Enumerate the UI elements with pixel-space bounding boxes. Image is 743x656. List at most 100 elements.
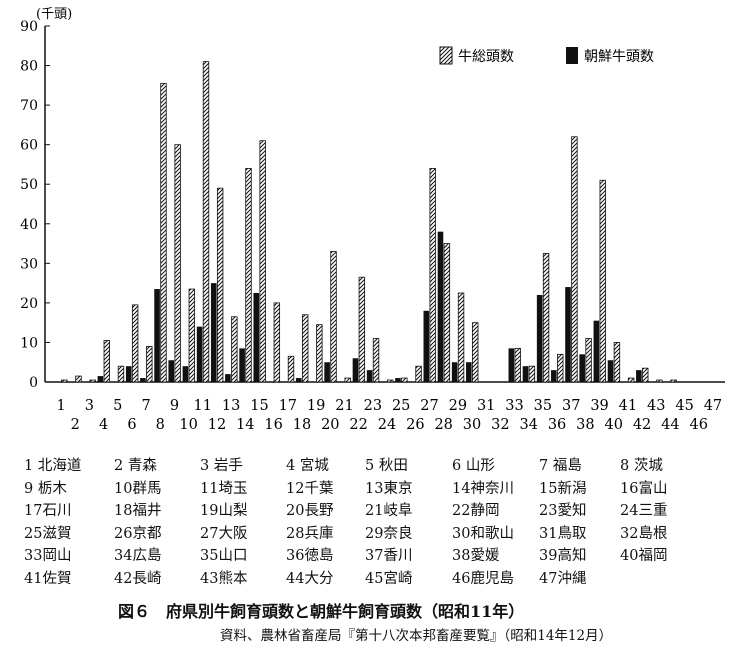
x-tick-label: 35 [534, 398, 552, 414]
x-tick-label: 22 [349, 417, 367, 433]
bar-korean-cattle [593, 320, 600, 382]
bar-total-cattle [599, 179, 606, 383]
x-tick-label: 33 [505, 398, 523, 414]
bar-korean-cattle [125, 366, 132, 382]
bar-total-cattle [146, 345, 153, 383]
x-tick-label: 18 [293, 417, 311, 433]
bar-korean-cattle [352, 358, 359, 382]
prefecture-key-item: 45宮崎 [365, 570, 413, 587]
bar-total-cattle [670, 379, 677, 383]
bar-total-cattle [316, 324, 323, 383]
x-tick-label: 28 [434, 417, 452, 433]
bar-total-cattle [344, 377, 351, 383]
bar-korean-cattle [97, 376, 104, 382]
x-tick-label: 5 [113, 398, 122, 414]
prefecture-key-item: 47沖縄 [539, 570, 587, 587]
prefecture-key-item: 40福岡 [620, 548, 668, 564]
y-tick-label: 30 [20, 256, 38, 272]
x-tick-label: 4 [99, 417, 108, 433]
x-tick-label: 47 [704, 398, 722, 414]
bar-total-cattle [472, 322, 479, 383]
bar-total-cattle [627, 377, 635, 383]
bar-total-cattle [415, 365, 422, 383]
bar-total-cattle [514, 347, 521, 383]
prefecture-key-item: 9 栃木 [24, 480, 67, 497]
figure-source: 資料、農林省畜産局『第十八次本邦畜産要覧』（昭和14年12月） [220, 628, 613, 644]
prefecture-key-item: 28兵庫 [286, 525, 334, 542]
y-tick-label: 10 [20, 335, 38, 351]
bar-korean-cattle [522, 366, 529, 382]
x-tick-label: 43 [647, 398, 665, 414]
prefecture-key-item: 12千葉 [286, 480, 334, 497]
x-tick-label: 25 [392, 398, 410, 414]
bar-korean-cattle [366, 370, 373, 382]
bar-total-cattle [75, 375, 82, 383]
bar-total-cattle [571, 136, 578, 383]
x-tick-label: 29 [449, 398, 467, 414]
x-tick-label: 31 [477, 398, 495, 414]
bar-total-cattle [202, 61, 210, 383]
x-tick-label: 19 [307, 398, 325, 414]
bar-total-cattle [542, 253, 550, 383]
x-tick-label: 9 [170, 398, 179, 414]
y-tick-label: 40 [20, 217, 38, 233]
prefecture-key-item: 13東京 [365, 480, 413, 497]
legend-label-korean: 朝鮮牛頭数 [584, 49, 654, 65]
figure-caption: 図６ 府県別牛飼育頭数と朝鮮牛飼育頭数（昭和11年） [118, 598, 524, 622]
bar-korean-cattle [636, 370, 642, 382]
prefecture-key-item: 29奈良 [365, 525, 413, 542]
bar-korean-cattle [154, 289, 160, 382]
x-tick-label: 16 [264, 417, 282, 433]
prefecture-key-item: 20長野 [286, 503, 334, 519]
x-tick-label: 41 [619, 398, 637, 414]
bar-total-cattle [358, 276, 366, 383]
bar-total-cattle [188, 288, 196, 383]
prefecture-key-item: 41佐賀 [24, 570, 72, 587]
bar-korean-cattle [395, 378, 401, 382]
x-tick-label: 17 [279, 398, 297, 414]
prefecture-key-item: 26京都 [114, 525, 162, 542]
x-tick-label: 37 [562, 398, 580, 414]
x-tick-label: 45 [675, 398, 693, 414]
x-tick-label: 12 [208, 417, 226, 433]
bar-total-cattle [613, 342, 621, 383]
bar-total-cattle [245, 167, 252, 383]
prefecture-key-item: 7 福島 [539, 458, 582, 474]
x-tick-label: 1 [56, 398, 65, 414]
bar-korean-cattle [551, 370, 557, 382]
prefecture-key-item: 14神奈川 [452, 480, 514, 497]
bar-total-cattle [216, 187, 224, 383]
prefecture-key-item: 38愛媛 [452, 548, 500, 564]
bar-total-cattle [656, 379, 663, 383]
bar-total-cattle [273, 302, 281, 383]
bar-korean-cattle [210, 283, 217, 382]
bar-total-cattle [61, 379, 68, 383]
prefecture-key-item: 24三重 [620, 503, 668, 519]
legend: 牛総頭数 朝鮮牛頭数 [439, 46, 654, 65]
bar-korean-cattle [295, 378, 302, 382]
bar-korean-cattle [466, 362, 472, 382]
bar-korean-cattle [565, 287, 571, 382]
bar-total-cattle [528, 365, 536, 383]
bar-korean-cattle [182, 366, 189, 382]
x-tick-label: 13 [222, 398, 240, 414]
prefecture-key-item: 1 北海道 [24, 458, 82, 474]
x-tick-label: 3 [85, 398, 94, 414]
prefecture-key-item: 44大分 [286, 570, 334, 587]
x-tick-label: 6 [127, 417, 136, 433]
bar-korean-cattle [536, 294, 543, 382]
x-tick-label: 8 [156, 417, 165, 433]
bar-korean-cattle [607, 360, 614, 382]
figure-number: 図６ [118, 602, 151, 621]
bar-total-cattle [131, 304, 139, 383]
x-tick-label: 11 [194, 398, 212, 414]
x-tick-label: 39 [590, 398, 608, 414]
prefecture-key-item: 32島根 [620, 525, 668, 542]
prefecture-key-item: 19山梨 [200, 503, 248, 519]
x-tick-label: 36 [548, 417, 566, 433]
x-tick-label: 21 [335, 398, 353, 414]
prefecture-key-item: 2 青森 [114, 458, 157, 474]
bar-total-cattle [372, 338, 380, 383]
bar-korean-cattle [423, 310, 430, 382]
y-tick-label: 60 [20, 138, 38, 154]
